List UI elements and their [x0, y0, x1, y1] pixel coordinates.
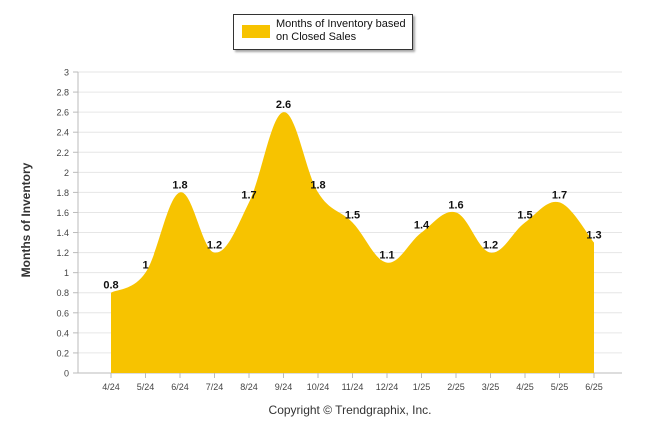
x-tick-label: 5/25	[551, 382, 569, 392]
y-tick-label: 0.8	[56, 288, 69, 298]
y-tick-label: 0.4	[56, 328, 69, 338]
x-tick-label: 4/25	[516, 382, 534, 392]
x-tick-label: 3/25	[482, 382, 500, 392]
legend-swatch	[242, 25, 270, 38]
data-label: 1.8	[310, 179, 325, 191]
y-tick-label: 2.8	[56, 88, 69, 98]
y-tick-label: 2	[64, 168, 69, 178]
x-tick-label: 12/24	[376, 382, 399, 392]
data-label: 1.8	[172, 179, 187, 191]
data-label: 2.6	[276, 99, 291, 111]
x-tick-label: 4/24	[102, 382, 120, 392]
series-area	[111, 112, 594, 373]
data-label: 1.1	[379, 250, 394, 262]
y-tick-label: 3	[64, 68, 69, 78]
y-tick-label: 2.6	[56, 108, 69, 118]
x-tick-label: 9/24	[275, 382, 293, 392]
data-label: 1.4	[414, 220, 430, 232]
copyright-text: Copyright © Trendgraphix, Inc.	[268, 403, 432, 417]
y-tick-label: 2.2	[56, 148, 69, 158]
y-tick-label: 1.4	[56, 228, 69, 238]
y-tick-label: 1.8	[56, 188, 69, 198]
data-label: 0.8	[103, 280, 118, 292]
x-tick-label: 5/24	[137, 382, 155, 392]
y-tick-label: 0.2	[56, 348, 69, 358]
data-label: 1.5	[345, 210, 360, 222]
data-label: 1.7	[552, 189, 567, 201]
data-label: 1.2	[207, 240, 222, 252]
x-tick-label: 2/25	[447, 382, 465, 392]
data-label: 1.5	[517, 210, 532, 222]
data-label: 1.3	[586, 230, 601, 242]
y-tick-label: 2.4	[56, 128, 69, 138]
y-tick-label: 1.2	[56, 248, 69, 258]
y-tick-label: 0	[64, 369, 69, 379]
x-tick-label: 6/25	[585, 382, 603, 392]
y-tick-label: 0.6	[56, 308, 69, 318]
y-tick-label: 1.6	[56, 208, 69, 218]
y-axis-title: Months of Inventory	[19, 162, 33, 278]
legend[interactable]: Months of Inventory based on Closed Sale…	[233, 14, 413, 50]
y-tick-label: 1	[64, 268, 69, 278]
x-tick-label: 1/25	[413, 382, 431, 392]
data-label: 1.2	[483, 240, 498, 252]
x-tick-label: 11/24	[342, 382, 364, 392]
x-tick-label: 10/24	[307, 382, 330, 392]
legend-label: Months of Inventory based on Closed Sale…	[276, 18, 406, 43]
x-tick-label: 8/24	[240, 382, 258, 392]
x-tick-label: 6/24	[171, 382, 189, 392]
data-label: 1	[142, 260, 148, 272]
data-label: 1.6	[448, 199, 463, 211]
x-tick-label: 7/24	[206, 382, 224, 392]
data-label: 1.7	[241, 189, 256, 201]
